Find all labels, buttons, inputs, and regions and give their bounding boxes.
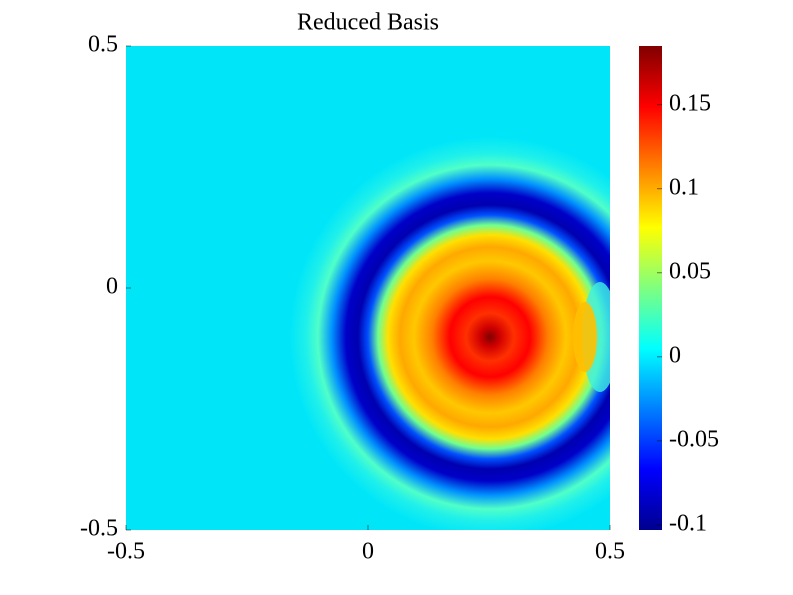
- y-tick-label: 0: [106, 274, 118, 300]
- x-tick-label: 0.5: [595, 539, 625, 565]
- colorbar: [639, 46, 662, 530]
- y-tick-label: 0.5: [88, 32, 118, 58]
- field: [126, 46, 610, 530]
- y-tick-label: -0.5: [80, 516, 118, 542]
- colorbar-tick-label: 0.05: [669, 258, 711, 284]
- colorbar-tick-label: 0.1: [669, 174, 699, 200]
- field-edge-lobe: [573, 302, 597, 372]
- colorbar-tick-label: 0.15: [669, 90, 711, 116]
- colorbar-tick-label: -0.05: [669, 426, 719, 452]
- colorbar-tick-label: 0: [669, 342, 681, 368]
- x-tick-label: -0.5: [107, 539, 145, 565]
- colorbar-tick-label: -0.1: [669, 510, 707, 536]
- field-rings: [290, 137, 610, 530]
- chart-title: Reduced Basis: [297, 10, 439, 36]
- x-tick-label: 0: [362, 539, 374, 565]
